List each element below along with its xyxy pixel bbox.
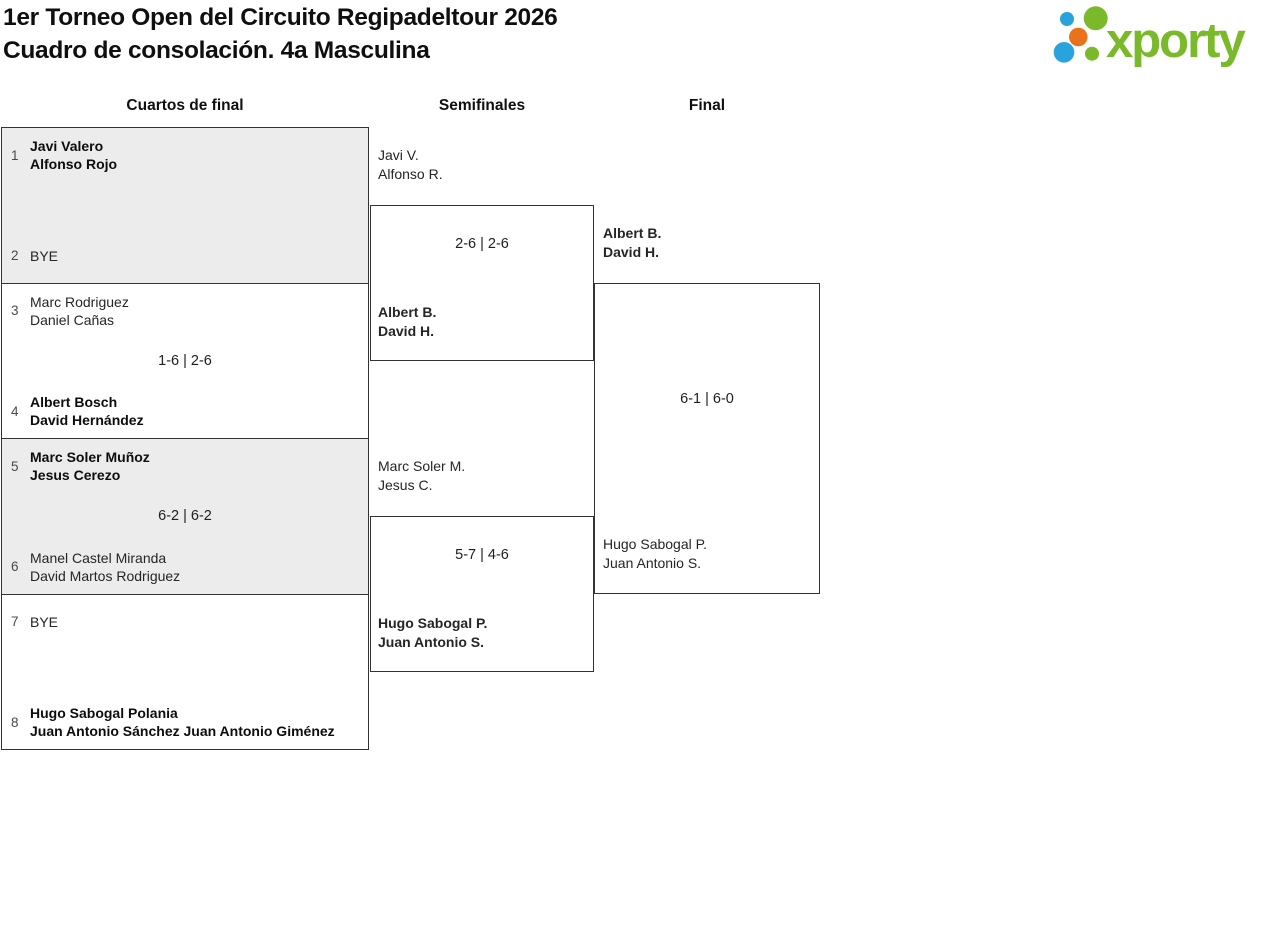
match-score: 1-6 | 2-6: [158, 352, 212, 369]
player-name: Jesus C.: [378, 476, 433, 493]
player-name: Marc Soler Muñoz: [30, 449, 150, 465]
team-names: Hugo Sabogal P. Juan Antonio S.: [378, 614, 487, 651]
quarterfinals-column: 1 Javi Valero Alfonso Rojo 2 BYE 3 Marc …: [1, 127, 369, 750]
page-title: 1er Torneo Open del Circuito Regipadelto…: [3, 1, 558, 67]
seed-number: 7: [11, 614, 19, 629]
player-name: Daniel Cañas: [30, 311, 115, 328]
player-name: Juan Antonio S.: [603, 554, 702, 571]
logo-dot-blue-large: [1053, 42, 1075, 63]
team-slot: 2 BYE: [2, 229, 368, 283]
team-names: Albert B. David H.: [603, 224, 661, 261]
match-box-qf2[interactable]: 3 Marc Rodriguez Daniel Cañas 1-6 | 2-6 …: [2, 283, 368, 439]
player-name: Albert B.: [603, 225, 662, 241]
team-slot: 8 Hugo Sabogal Polania Juan Antonio Sánc…: [2, 695, 368, 749]
team-names: BYE: [30, 247, 58, 265]
player-name: Marc Soler M.: [378, 458, 466, 474]
seed-number: 1: [11, 147, 19, 163]
team-slot: 7 BYE: [2, 595, 368, 649]
match-box-qf3[interactable]: 5 Marc Soler Muñoz Jesus Cerezo 6-2 | 6-…: [2, 439, 368, 595]
match-box-qf4[interactable]: 7 BYE 8 Hugo Sabogal Polania Juan Antoni…: [2, 594, 368, 749]
player-name: Alfonso Rojo: [30, 156, 118, 172]
player-name: Juan Antonio Sánchez Juan Antonio Giméne…: [30, 723, 335, 739]
team-names: Albert B. David H.: [378, 303, 436, 340]
team-names: Marc Soler Muñoz Jesus Cerezo: [30, 448, 150, 484]
team-names: BYE: [30, 613, 58, 631]
seed-number: 5: [11, 458, 19, 474]
xporty-logo[interactable]: xporty: [1045, 0, 1277, 78]
match-score: 2-6 | 2-6: [455, 236, 509, 252]
round-header-quarterfinals: Cuartos de final: [126, 97, 244, 114]
player-name: Albert Bosch: [30, 394, 118, 410]
team-slot: 1 Javi Valero Alfonso Rojo: [2, 128, 368, 182]
player-name: Juan Antonio S.: [378, 633, 485, 650]
player-name: Albert B.: [378, 304, 437, 320]
player-name: David Martos Rodriguez: [30, 567, 181, 584]
team-slot: 4 Albert Bosch David Hernández: [2, 384, 368, 438]
player-name: Jesus Cerezo: [30, 467, 121, 483]
round-header-final: Final: [688, 97, 726, 114]
player-name: Javi V.: [378, 147, 419, 163]
match-box-sf1[interactable]: [370, 205, 594, 361]
match-score: 5-7 | 4-6: [455, 547, 509, 563]
logo-dot-green-large: [1083, 6, 1108, 31]
player-name: BYE: [30, 613, 59, 630]
logo-dot-green-small: [1085, 46, 1099, 61]
team-names: Javi Valero Alfonso Rojo: [30, 137, 117, 173]
logo-dot-orange: [1069, 27, 1088, 47]
seed-number: 8: [11, 714, 19, 730]
player-name: Manel Castel Miranda: [30, 549, 167, 566]
seed-number: 3: [11, 303, 19, 318]
player-name: Marc Rodriguez: [30, 293, 129, 310]
page-title-line1: 1er Torneo Open del Circuito Regipadelto…: [3, 4, 558, 31]
player-name: BYE: [30, 247, 59, 264]
player-name: Javi Valero: [30, 138, 104, 154]
team-names: Marc Soler M. Jesus C.: [378, 457, 465, 494]
match-box-qf1[interactable]: 1 Javi Valero Alfonso Rojo 2 BYE: [2, 128, 368, 284]
seed-number: 2: [11, 248, 19, 263]
team-names: Marc Rodriguez Daniel Cañas: [30, 293, 129, 329]
team-names: Hugo Sabogal Polania Juan Antonio Sánche…: [30, 704, 335, 740]
logo-dot-blue-small: [1060, 12, 1074, 26]
team-slot: 5 Marc Soler Muñoz Jesus Cerezo: [2, 439, 368, 493]
player-name: Hugo Sabogal P.: [378, 615, 488, 631]
match-box-sf2[interactable]: [370, 516, 594, 672]
seed-number: 6: [11, 559, 19, 574]
team-names: Hugo Sabogal P. Juan Antonio S.: [603, 535, 707, 572]
player-name: David Hernández: [30, 412, 144, 428]
player-name: Hugo Sabogal P.: [603, 536, 708, 552]
player-name: Alfonso R.: [378, 165, 443, 182]
seed-number: 4: [11, 403, 19, 419]
match-score: 6-1 | 6-0: [680, 391, 734, 407]
team-names: Manel Castel Miranda David Martos Rodrig…: [30, 549, 180, 585]
team-names: Albert Bosch David Hernández: [30, 393, 144, 429]
team-slot: 6 Manel Castel Miranda David Martos Rodr…: [2, 540, 368, 594]
team-names: Javi V. Alfonso R.: [378, 146, 443, 183]
match-score: 6-2 | 6-2: [158, 508, 212, 525]
player-name: David H.: [378, 322, 435, 339]
page-title-line2: Cuadro de consolación. 4a Masculina: [3, 37, 430, 64]
match-box-final[interactable]: [594, 283, 820, 594]
logo-wordmark: xporty: [1106, 14, 1246, 68]
round-header-semifinals: Semifinales: [438, 97, 526, 114]
player-name: Hugo Sabogal Polania: [30, 705, 178, 721]
player-name: David H.: [603, 243, 660, 260]
team-slot: 3 Marc Rodriguez Daniel Cañas: [2, 284, 368, 338]
